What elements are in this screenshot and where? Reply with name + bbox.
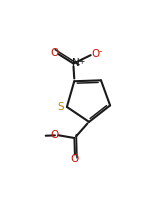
Text: +: + <box>78 57 84 66</box>
Text: O: O <box>91 49 99 59</box>
Text: S: S <box>57 102 64 112</box>
Text: O: O <box>50 130 58 140</box>
Text: O: O <box>50 48 58 57</box>
Text: O: O <box>71 154 79 164</box>
Text: N: N <box>72 58 80 68</box>
Text: -: - <box>99 47 102 56</box>
